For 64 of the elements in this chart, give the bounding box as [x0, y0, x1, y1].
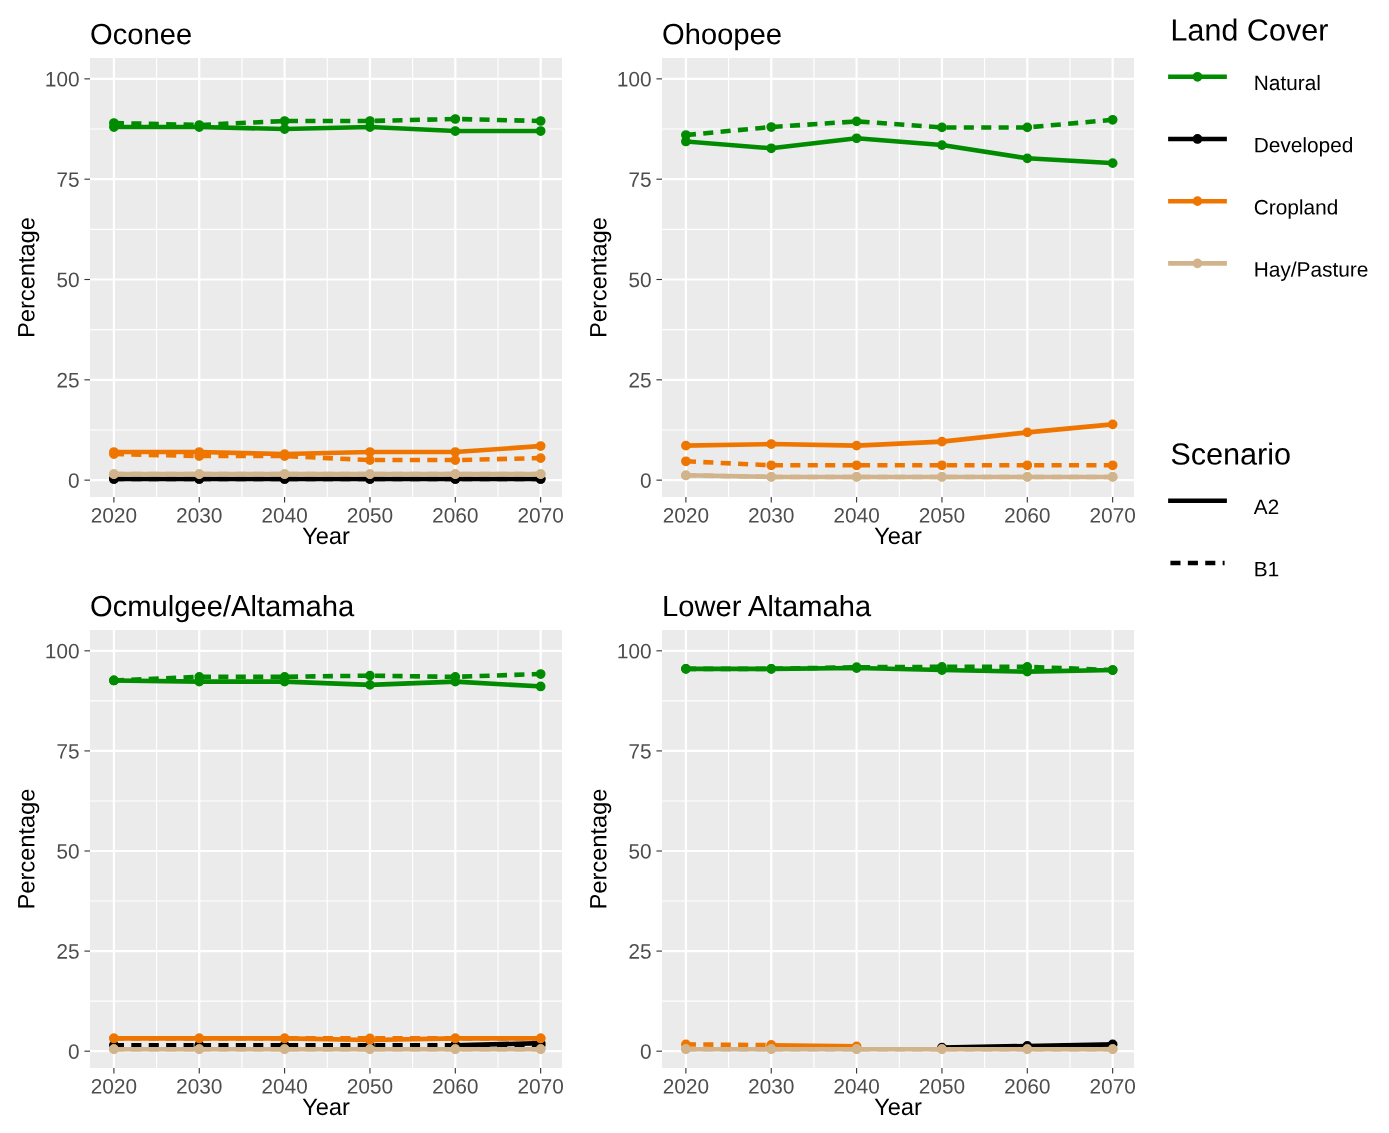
y-tick-label: 50 — [57, 844, 79, 859]
legend-label: Natural — [1255, 74, 1320, 91]
x-tick-label: 2070 — [1090, 507, 1136, 523]
y-tick-label: 0 — [68, 473, 79, 488]
y-axis-title: Percentage — [18, 218, 40, 336]
y-tick-label: 0 — [68, 1044, 79, 1059]
y-tick-label: 50 — [57, 272, 79, 288]
x-axis-title: Year — [302, 527, 350, 545]
x-tick-label: 2070 — [518, 1078, 564, 1094]
y-tick-label: 75 — [57, 172, 79, 187]
y-tick-label: 75 — [629, 172, 651, 187]
x-tick-label: 2070 — [518, 507, 564, 523]
chart-title: Oconee — [91, 23, 191, 45]
x-tick-label: 2060 — [1005, 507, 1050, 523]
y-axis-title: Percentage — [18, 789, 40, 908]
x-tick-label: 2060 — [433, 1078, 478, 1094]
legend-label: Developed — [1255, 137, 1353, 157]
y-tick-label: 100 — [46, 643, 79, 659]
x-tick-label: 2020 — [663, 1078, 709, 1094]
y-tick-label: 75 — [57, 744, 79, 759]
chart-title: Ohoopee — [663, 22, 781, 51]
x-tick-label: 2050 — [347, 507, 393, 523]
x-tick-label: 2030 — [749, 507, 794, 523]
y-tick-label: 75 — [629, 744, 651, 759]
y-tick-label: 25 — [57, 944, 79, 959]
x-tick-label: 2040 — [262, 1078, 307, 1094]
text: A2 — [1253, 499, 1279, 515]
x-tick-label: 2040 — [834, 1078, 879, 1094]
x-axis-title: Year — [874, 527, 922, 545]
y-tick-label: 100 — [618, 71, 651, 87]
y-tick-label: 50 — [629, 272, 651, 288]
x-tick-label: 2040 — [834, 507, 879, 523]
x-tick-label: 2040 — [262, 507, 307, 523]
y-tick-label: 100 — [46, 71, 79, 87]
x-tick-label: 2050 — [919, 1078, 965, 1094]
legend-label: Cropland — [1254, 199, 1337, 219]
y-axis-title: Percentage — [590, 218, 612, 336]
y-tick-label: 0 — [640, 1044, 651, 1059]
chart-title: Ocmulgee/Altamaha — [91, 594, 355, 623]
legend-title: Land Cover — [1172, 18, 1328, 41]
y-tick-label: 25 — [57, 372, 79, 388]
y-tick-label: 50 — [629, 844, 651, 859]
x-tick-label: 2020 — [663, 507, 709, 523]
x-axis-title: Year — [302, 1098, 350, 1116]
x-tick-label: 2030 — [177, 1078, 222, 1094]
x-tick-label: 2050 — [347, 1078, 393, 1094]
x-tick-label: 2030 — [177, 507, 222, 523]
x-tick-label: 2050 — [919, 507, 965, 523]
y-tick-label: 25 — [629, 372, 651, 388]
text: Scenario — [1171, 442, 1290, 465]
x-tick-label: 2020 — [91, 507, 137, 523]
x-axis-title: Year — [874, 1098, 922, 1116]
y-tick-label: 0 — [640, 473, 651, 488]
x-tick-label: 2070 — [1090, 1078, 1136, 1094]
text: B1 — [1255, 561, 1279, 577]
y-tick-label: 25 — [629, 944, 651, 959]
x-tick-label: 2060 — [433, 507, 478, 523]
x-tick-label: 2020 — [91, 1078, 137, 1094]
legend-label: Hay/Pasture — [1255, 261, 1368, 281]
chart-title: Lower Altamaha — [664, 594, 872, 617]
x-tick-label: 2060 — [1005, 1078, 1050, 1094]
x-tick-label: 2030 — [749, 1078, 794, 1094]
y-tick-label: 100 — [618, 643, 651, 659]
y-axis-title: Percentage — [590, 789, 612, 908]
